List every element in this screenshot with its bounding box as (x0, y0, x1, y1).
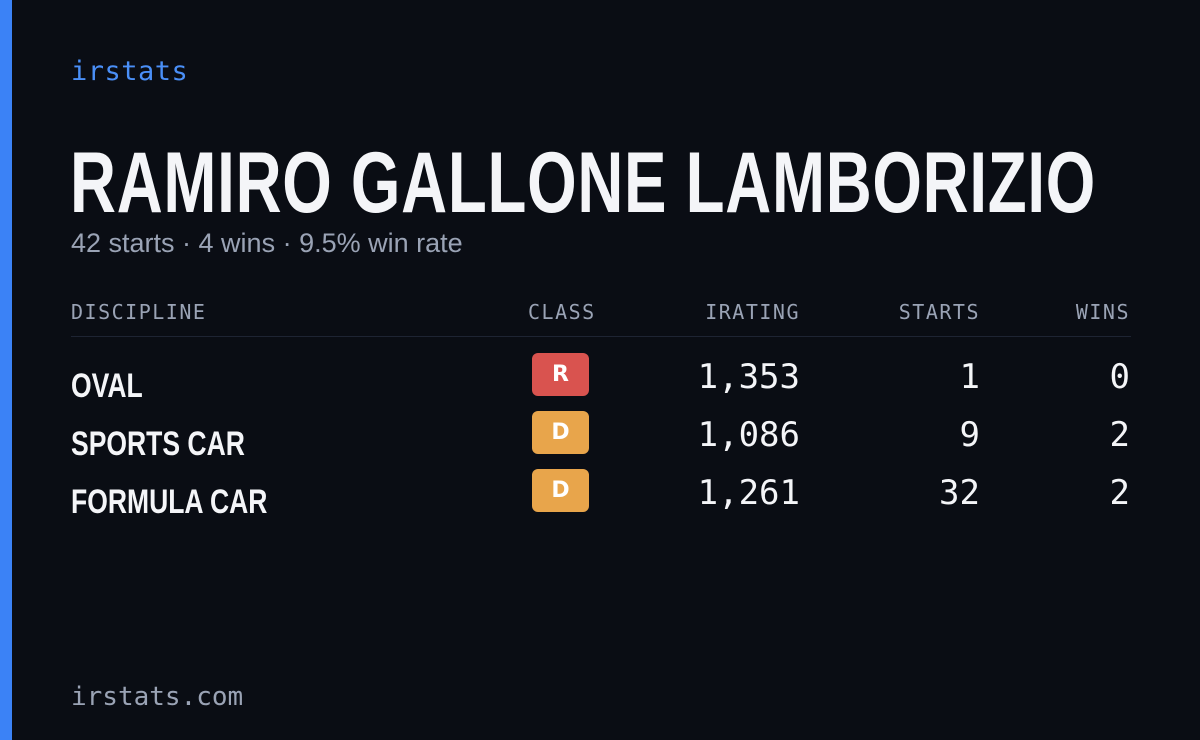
wins-value: 0 (1109, 357, 1130, 397)
irating-value: 1,353 (697, 357, 800, 397)
table-header: DISCIPLINE CLASS IRATING STARTS WINS (71, 298, 1131, 337)
table-body: OVAL R 1,353 1 0 SPORTS CAR D 1,086 9 2 … (71, 337, 1131, 527)
discipline-name: OVAL (71, 367, 143, 405)
table-row: FORMULA CAR D 1,261 32 2 (71, 469, 1131, 527)
accent-bar (0, 0, 12, 740)
wins-value: 2 (1109, 473, 1130, 513)
header-irating: IRATING (705, 300, 800, 324)
class-badge: D (532, 469, 589, 512)
wins-value: 2 (1109, 415, 1130, 455)
header-wins: WINS (1075, 300, 1130, 324)
header-class: CLASS (528, 300, 596, 324)
driver-name: RAMIRO GALLONE LAMBORIZIO (70, 135, 1097, 231)
irating-value: 1,261 (697, 473, 800, 513)
irating-value: 1,086 (697, 415, 800, 455)
header-discipline: DISCIPLINE (71, 300, 207, 324)
table-row: SPORTS CAR D 1,086 9 2 (71, 411, 1131, 469)
driver-summary: 42 starts · 4 wins · 9.5% win rate (71, 228, 463, 258)
brand-logo-text[interactable]: irstats (71, 56, 189, 87)
class-badge: D (532, 411, 589, 454)
discipline-name: SPORTS CAR (71, 425, 245, 463)
header-starts: STARTS (898, 300, 980, 324)
starts-value: 9 (959, 415, 980, 455)
footer-url[interactable]: irstats.com (71, 682, 244, 712)
table-row: OVAL R 1,353 1 0 (71, 353, 1131, 411)
starts-value: 1 (959, 357, 980, 397)
discipline-name: FORMULA CAR (71, 483, 268, 521)
starts-value: 32 (939, 473, 980, 513)
discipline-table: DISCIPLINE CLASS IRATING STARTS WINS OVA… (71, 298, 1131, 527)
class-badge: R (532, 353, 589, 396)
